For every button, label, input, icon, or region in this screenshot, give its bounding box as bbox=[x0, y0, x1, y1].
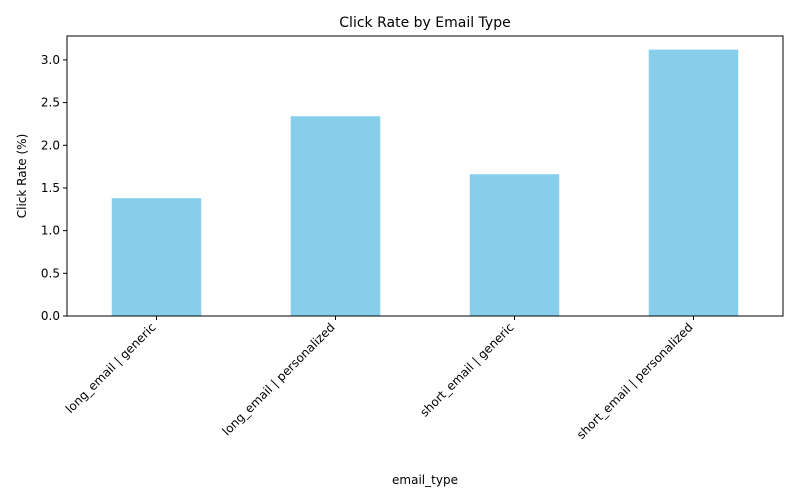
bar-3 bbox=[469, 174, 560, 316]
x-tick-label-3: short_email | generic bbox=[417, 320, 516, 419]
bars-layer bbox=[111, 49, 739, 317]
y-axis-label: Click Rate (%) bbox=[15, 134, 29, 219]
y-tick-label-4: 1.5 bbox=[41, 181, 60, 195]
x-tick-label-1: long_email | generic bbox=[63, 320, 159, 416]
chart-title: Click Rate by Email Type bbox=[339, 15, 510, 31]
y-tick-label-6: 2.5 bbox=[41, 96, 60, 110]
x-axis-label: email_type bbox=[392, 473, 458, 487]
y-tick-label-1: 0.0 bbox=[41, 309, 60, 323]
bar-1 bbox=[111, 198, 202, 316]
x-tick-label-2: long_email | personalized bbox=[219, 320, 337, 438]
y-tick-label-3: 1.0 bbox=[41, 224, 60, 238]
x-tick-label-4: short_email | personalized bbox=[574, 320, 696, 442]
y-tick-label-2: 0.5 bbox=[41, 266, 60, 280]
x-axis: long_email | generic long_email | persona… bbox=[63, 316, 696, 442]
plot-frame bbox=[66, 35, 784, 317]
y-tick-label-7: 3.0 bbox=[41, 53, 60, 67]
y-axis: 0.0 0.5 1.0 1.5 2.0 2.5 3.0 bbox=[41, 53, 67, 323]
bar-2 bbox=[290, 116, 381, 317]
bar-4 bbox=[648, 49, 739, 316]
y-tick-label-5: 2.0 bbox=[41, 138, 60, 152]
